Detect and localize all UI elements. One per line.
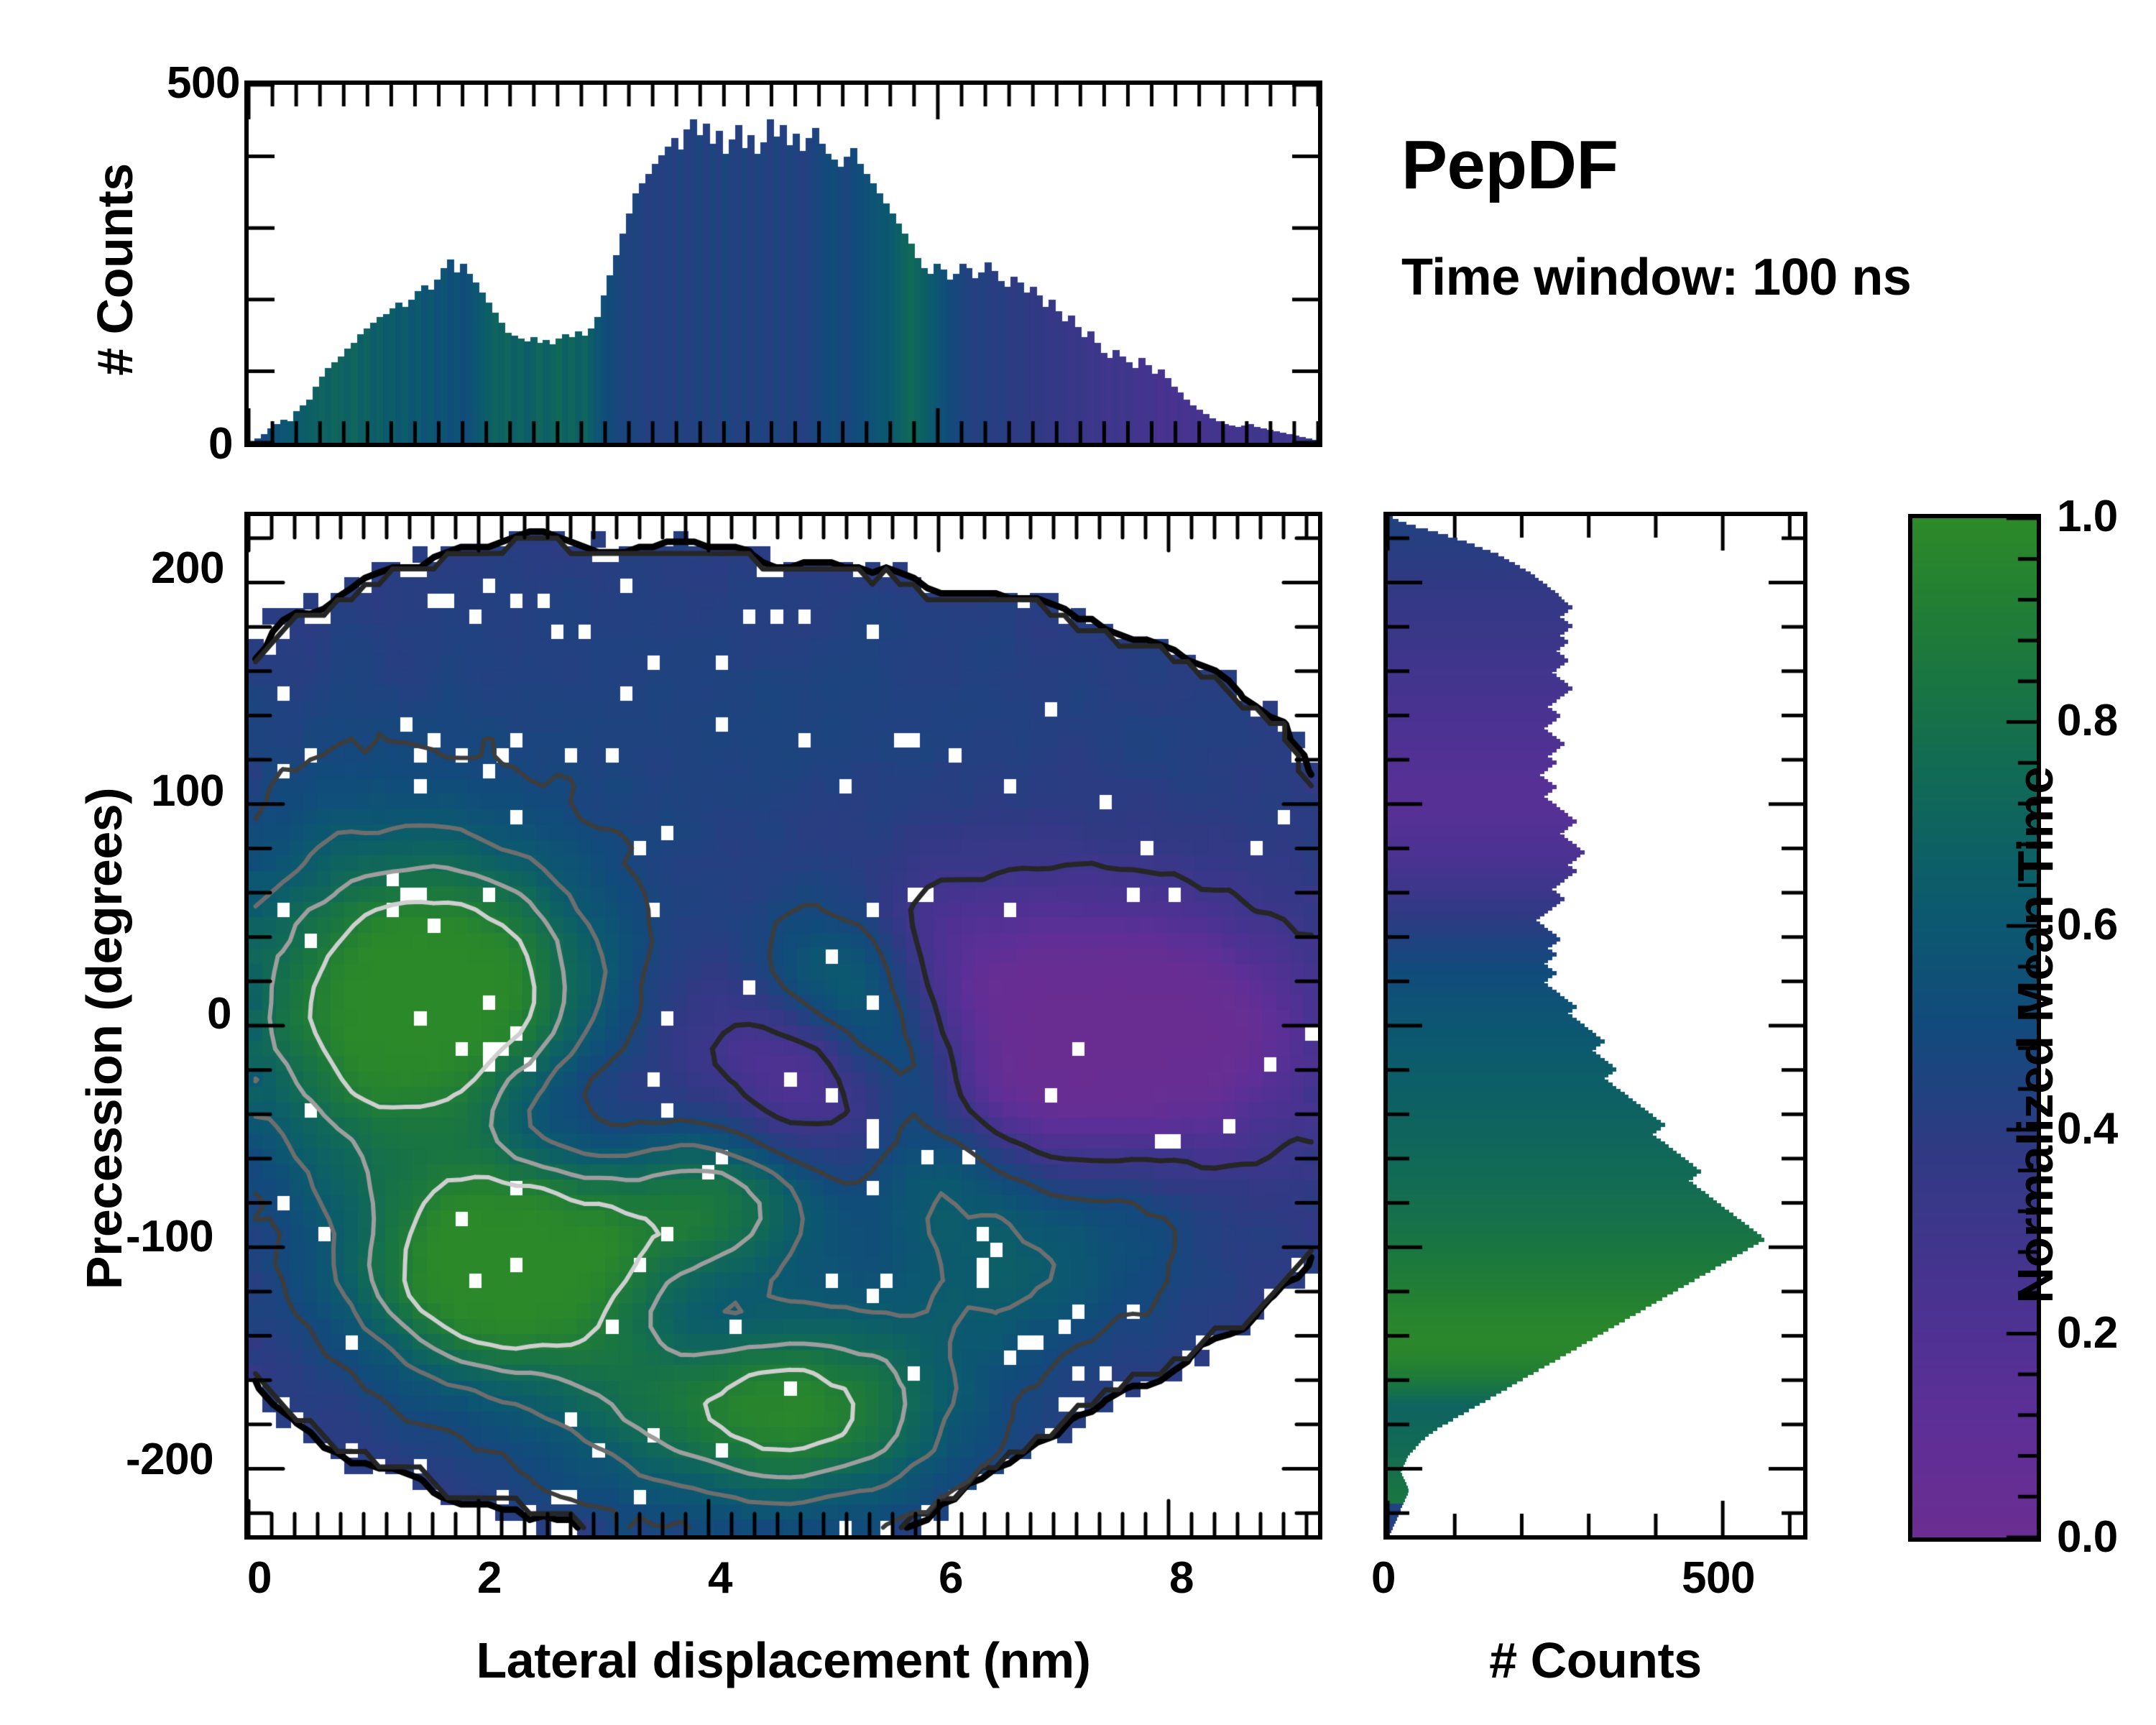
top-hist-ytick-500: 500 (167, 58, 240, 108)
colorbar-tick-1.0: 1.0 (2057, 492, 2118, 541)
colorbar-tick-0.0: 0.0 (2057, 1512, 2118, 1562)
main-heatmap-panel (244, 512, 1322, 1540)
colorbar-canvas (1912, 518, 2037, 1537)
main-ytick-200: 200 (151, 543, 224, 593)
main-ytick-0: 0 (207, 989, 231, 1039)
figure-title: PepDF (1401, 126, 1618, 203)
main-ylabel: Precession (degrees) (76, 787, 132, 1290)
figure-subtitle: Time window: 100 ns (1401, 249, 1912, 306)
main-ytick-neg100: -100 (126, 1212, 214, 1261)
main-xtick-8: 8 (1169, 1553, 1194, 1603)
main-heatmap-canvas (249, 516, 1318, 1535)
right-hist-xtick-0: 0 (1371, 1553, 1396, 1603)
colorbar-tick-0.6: 0.6 (2057, 900, 2118, 949)
top-hist-ylabel: # Counts (87, 163, 143, 376)
top-histogram-canvas (249, 85, 1318, 443)
right-histogram-canvas (1388, 516, 1803, 1535)
main-xtick-0: 0 (247, 1553, 272, 1603)
top-hist-ytick-0: 0 (208, 419, 233, 469)
main-ytick-neg200: -200 (126, 1435, 214, 1484)
main-xtick-6: 6 (939, 1553, 963, 1603)
main-ytick-100: 100 (151, 766, 224, 816)
top-histogram-panel (244, 80, 1322, 447)
main-xtick-4: 4 (708, 1553, 732, 1603)
colorbar-tick-0.8: 0.8 (2057, 696, 2118, 745)
right-hist-xtick-500: 500 (1682, 1553, 1755, 1603)
right-hist-xlabel: # Counts (1489, 1632, 1702, 1688)
right-histogram-panel (1383, 512, 1807, 1540)
colorbar-tick-0.2: 0.2 (2057, 1308, 2118, 1358)
colorbar-tick-0.4: 0.4 (2057, 1104, 2118, 1154)
colorbar-panel (1908, 514, 2041, 1542)
main-xtick-2: 2 (477, 1553, 502, 1603)
colorbar-label: Normalized Mean Time (2007, 766, 2063, 1304)
main-xlabel: Lateral displacement (nm) (476, 1632, 1091, 1688)
